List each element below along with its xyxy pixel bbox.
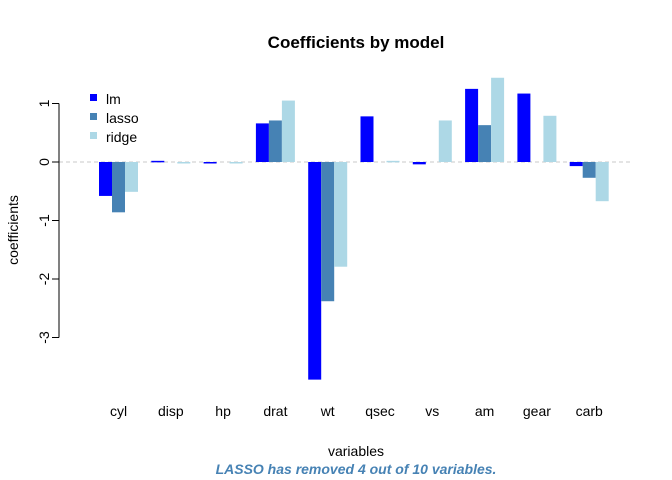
y-axis-title: coefficients bbox=[5, 195, 21, 265]
chart-title: Coefficients by model bbox=[268, 33, 445, 52]
bar-lasso-carb bbox=[582, 162, 596, 178]
chart-subtitle: LASSO has removed 4 out of 10 variables. bbox=[216, 461, 497, 477]
x-tick-label-hp: hp bbox=[215, 403, 231, 419]
bar-ridge-gear bbox=[543, 115, 557, 162]
bar-lasso-cyl bbox=[112, 162, 125, 213]
bars-layer bbox=[99, 77, 609, 380]
bar-ridge-drat bbox=[281, 100, 295, 162]
x-tick-label-am: am bbox=[475, 403, 494, 419]
bar-ridge-wt bbox=[334, 162, 348, 267]
x-tick-label-disp: disp bbox=[158, 403, 184, 419]
bar-lm-disp bbox=[151, 160, 165, 163]
y-tick-label: 1 bbox=[36, 99, 52, 107]
x-tick-label-vs: vs bbox=[425, 403, 439, 419]
bar-lasso-drat bbox=[268, 120, 282, 162]
legend-swatch-lasso bbox=[90, 113, 97, 120]
bar-ridge-qsec bbox=[386, 160, 400, 163]
bar-ridge-hp bbox=[229, 162, 243, 164]
x-tick-label-drat: drat bbox=[263, 403, 287, 419]
y-tick-label: -1 bbox=[36, 214, 52, 227]
x-tick-label-carb: carb bbox=[576, 403, 603, 419]
bar-lm-gear bbox=[517, 93, 531, 162]
legend-label-lm: lm bbox=[106, 91, 121, 107]
bar-lm-wt bbox=[308, 162, 322, 380]
x-axis-title: variables bbox=[328, 443, 384, 459]
bar-lm-carb bbox=[569, 162, 583, 167]
bar-ridge-carb bbox=[595, 162, 609, 202]
bar-ridge-cyl bbox=[125, 162, 138, 192]
bar-lm-cyl bbox=[99, 162, 112, 196]
x-tick-label-qsec: qsec bbox=[365, 403, 395, 419]
bar-ridge-am bbox=[491, 77, 505, 162]
legend: lm lasso ridge bbox=[90, 91, 139, 145]
legend-label-ridge: ridge bbox=[106, 129, 137, 145]
y-tick-label: -3 bbox=[36, 331, 52, 344]
bar-lm-hp bbox=[203, 162, 217, 164]
y-axis: 1 0 -1 -2 -3 bbox=[36, 99, 60, 344]
x-tick-labels: cyl disp hp drat wt qsec vs am gear carb bbox=[110, 403, 603, 419]
legend-swatch-lm bbox=[90, 94, 97, 101]
bar-lm-drat bbox=[255, 123, 269, 162]
x-tick-label-wt: wt bbox=[320, 403, 335, 419]
y-tick-label: -2 bbox=[36, 273, 52, 286]
y-tick-label: 0 bbox=[36, 158, 52, 166]
bar-lm-am bbox=[465, 88, 479, 162]
bar-ridge-disp bbox=[177, 162, 191, 164]
legend-swatch-ridge bbox=[90, 132, 97, 139]
bar-lm-vs bbox=[412, 162, 426, 165]
bar-lasso-wt bbox=[321, 162, 335, 302]
bar-lm-qsec bbox=[360, 116, 374, 162]
x-tick-label-gear: gear bbox=[523, 403, 551, 419]
x-tick-label-cyl: cyl bbox=[110, 403, 127, 419]
bar-ridge-vs bbox=[438, 120, 452, 162]
legend-label-lasso: lasso bbox=[106, 110, 139, 126]
bar-lasso-am bbox=[478, 125, 492, 162]
